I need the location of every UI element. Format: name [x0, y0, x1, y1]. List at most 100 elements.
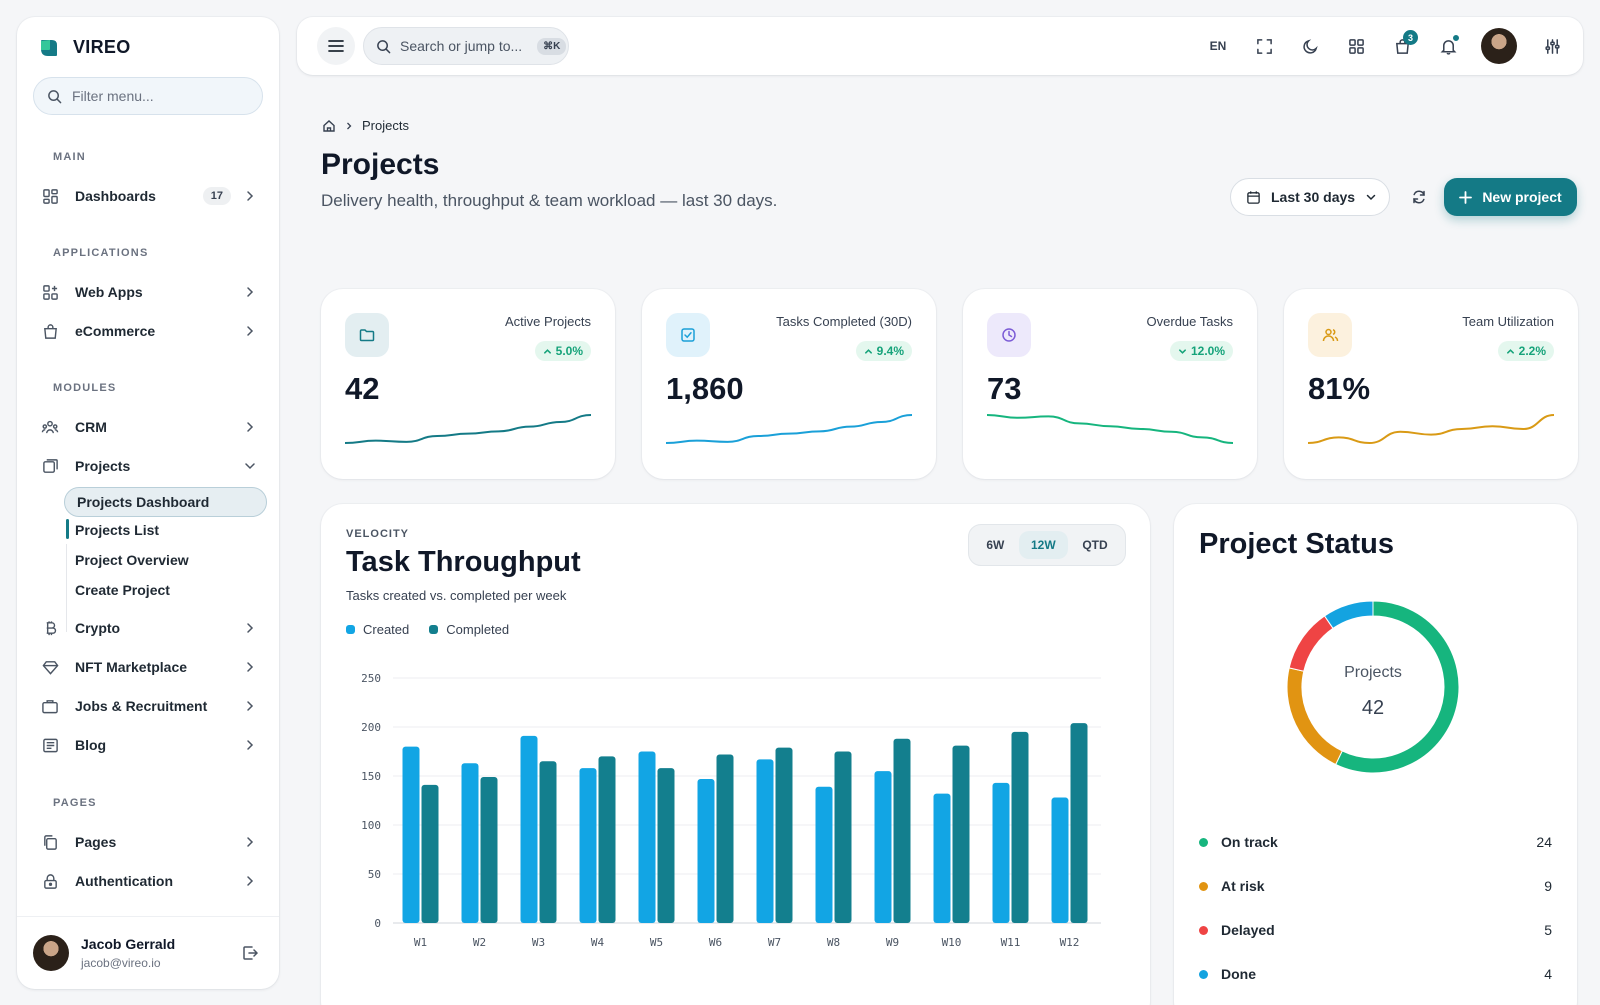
sidebar-item-dashboards[interactable]: Dashboards 17 [39, 180, 257, 212]
bar-created [461, 763, 479, 923]
sidebar-item-nft-marketplace[interactable]: NFT Marketplace [39, 651, 257, 683]
y-tick-label: 200 [361, 721, 381, 734]
bar-completed [834, 751, 852, 923]
bar-completed [480, 776, 498, 923]
theme-toggle-button[interactable] [1287, 23, 1333, 69]
notifications-button[interactable] [1425, 23, 1471, 69]
legend-label: Completed [446, 622, 510, 637]
status-row[interactable]: Delayed 5 [1199, 918, 1552, 942]
x-tick-label: W1 [414, 936, 427, 949]
apps-button[interactable] [1333, 23, 1379, 69]
x-tick-label: W10 [942, 936, 962, 949]
sidebar-sub-item-projects-dashboard[interactable]: Projects Dashboard [64, 487, 267, 517]
chevron-down-icon [1365, 191, 1377, 203]
x-tick-label: W12 [1060, 936, 1080, 949]
kpi-value: 1,860 [666, 371, 744, 406]
new-project-button[interactable]: New project [1444, 178, 1577, 216]
fullscreen-button[interactable] [1241, 23, 1287, 69]
calendar-icon [1246, 190, 1261, 205]
sidebar-item-authentication[interactable]: Authentication [39, 865, 257, 897]
sidebar-item-pages[interactable]: Pages [39, 826, 257, 858]
sidebar-item-projects[interactable]: Projects [39, 450, 257, 482]
submenu-guide-line [66, 544, 67, 632]
filter-menu-input[interactable] [72, 88, 242, 104]
x-tick-label: W9 [886, 936, 899, 949]
legend-label: Created [363, 622, 410, 637]
range-option-qtd[interactable]: QTD [1082, 538, 1108, 552]
logout-icon[interactable] [241, 944, 259, 962]
date-range-select[interactable]: Last 30 days [1230, 178, 1390, 216]
chart-legend: Created Completed [346, 622, 509, 637]
clock-icon [987, 313, 1031, 357]
avatar[interactable] [33, 935, 69, 971]
sidebar-item-ecommerce[interactable]: eCommerce [39, 315, 257, 347]
bar-created [933, 793, 951, 923]
apps-add-icon [39, 281, 61, 303]
customizer-button[interactable] [1529, 23, 1575, 69]
y-tick-label: 50 [368, 868, 381, 881]
section-title-modules: MODULES [53, 382, 117, 394]
kpi-delta-badge: 5.0% [534, 341, 591, 361]
chevron-up-icon [1506, 348, 1514, 354]
kpi-card[interactable]: Tasks Completed (30D) 9.4% 1,860 [642, 289, 936, 479]
donut-center-label: Projects [1344, 664, 1402, 681]
menu-toggle-button[interactable] [317, 27, 355, 65]
sparkline-path [987, 414, 1233, 444]
kpi-delta-badge: 12.0% [1169, 341, 1233, 361]
sidebar-sub-item-project-overview[interactable]: Project Overview [75, 552, 189, 568]
legend-item[interactable]: Completed [429, 622, 509, 637]
search-icon [47, 89, 62, 104]
sidebar-sub-item-projects-list[interactable]: Projects List [75, 522, 160, 538]
shopping-bag-icon [39, 320, 61, 342]
bar-created [402, 746, 420, 923]
donut-center-value: 42 [1361, 697, 1385, 719]
sidebar-item-label: eCommerce [75, 323, 156, 339]
range-segmented-control: 6W 12W QTD [968, 524, 1126, 566]
brand[interactable]: VIREO [39, 37, 131, 58]
kpi-card[interactable]: Active Projects 5.0% 42 [321, 289, 615, 479]
bell-icon [1440, 38, 1457, 55]
bar-created [1051, 797, 1069, 923]
status-label: At risk [1221, 878, 1265, 894]
status-row[interactable]: On track 24 [1199, 830, 1552, 854]
new-project-label: New project [1482, 189, 1562, 205]
card-overline: VELOCITY [346, 528, 410, 540]
sparkline-path [1308, 414, 1554, 445]
language-button[interactable]: EN [1195, 23, 1241, 69]
sidebar-item-crm[interactable]: CRM [39, 411, 257, 443]
status-dot [1199, 837, 1208, 847]
sidebar-item-label: Blog [75, 737, 107, 753]
shortcut-hint: ⌘K [537, 37, 567, 55]
sidebar-sub-item-create-project[interactable]: Create Project [75, 582, 170, 598]
avatar[interactable] [1481, 28, 1517, 64]
status-row[interactable]: Done 4 [1199, 962, 1552, 986]
global-search[interactable]: Search or jump to... ⌘K [363, 27, 569, 65]
y-tick-label: 0 [374, 917, 381, 930]
bitcoin-icon [39, 617, 61, 639]
sidebar-item-web-apps[interactable]: Web Apps [39, 276, 257, 308]
status-row[interactable]: At risk 9 [1199, 874, 1552, 898]
bar-completed [716, 754, 734, 923]
kpi-delta-value: 2.2% [1518, 344, 1546, 358]
sidebar-item-label: Projects [75, 458, 131, 474]
legend-item[interactable]: Created [346, 622, 409, 637]
section-title-applications: APPLICATIONS [53, 247, 149, 259]
home-icon[interactable] [322, 119, 336, 133]
notification-dot [1452, 34, 1460, 42]
task-throughput-card: VELOCITY Task Throughput Tasks created v… [321, 504, 1150, 1005]
cart-button[interactable]: 3 [1379, 23, 1425, 69]
chevron-right-icon [243, 738, 257, 752]
range-option-12w[interactable]: 12W [1018, 531, 1068, 559]
kpi-card[interactable]: Overdue Tasks 12.0% 73 [963, 289, 1257, 479]
sidebar-item-crypto[interactable]: Crypto [39, 612, 257, 644]
check-square-icon [666, 313, 710, 357]
legend-swatch [346, 625, 355, 634]
sidebar-item-jobs-recruitment[interactable]: Jobs & Recruitment [39, 690, 257, 722]
bar-created [874, 771, 892, 923]
bar-completed [657, 768, 675, 923]
kpi-card[interactable]: Team Utilization 2.2% 81% [1284, 289, 1578, 479]
range-option-6w[interactable]: 6W [986, 538, 1005, 552]
article-icon [39, 734, 61, 756]
sidebar-item-blog[interactable]: Blog [39, 729, 257, 761]
refresh-button[interactable] [1404, 182, 1434, 212]
